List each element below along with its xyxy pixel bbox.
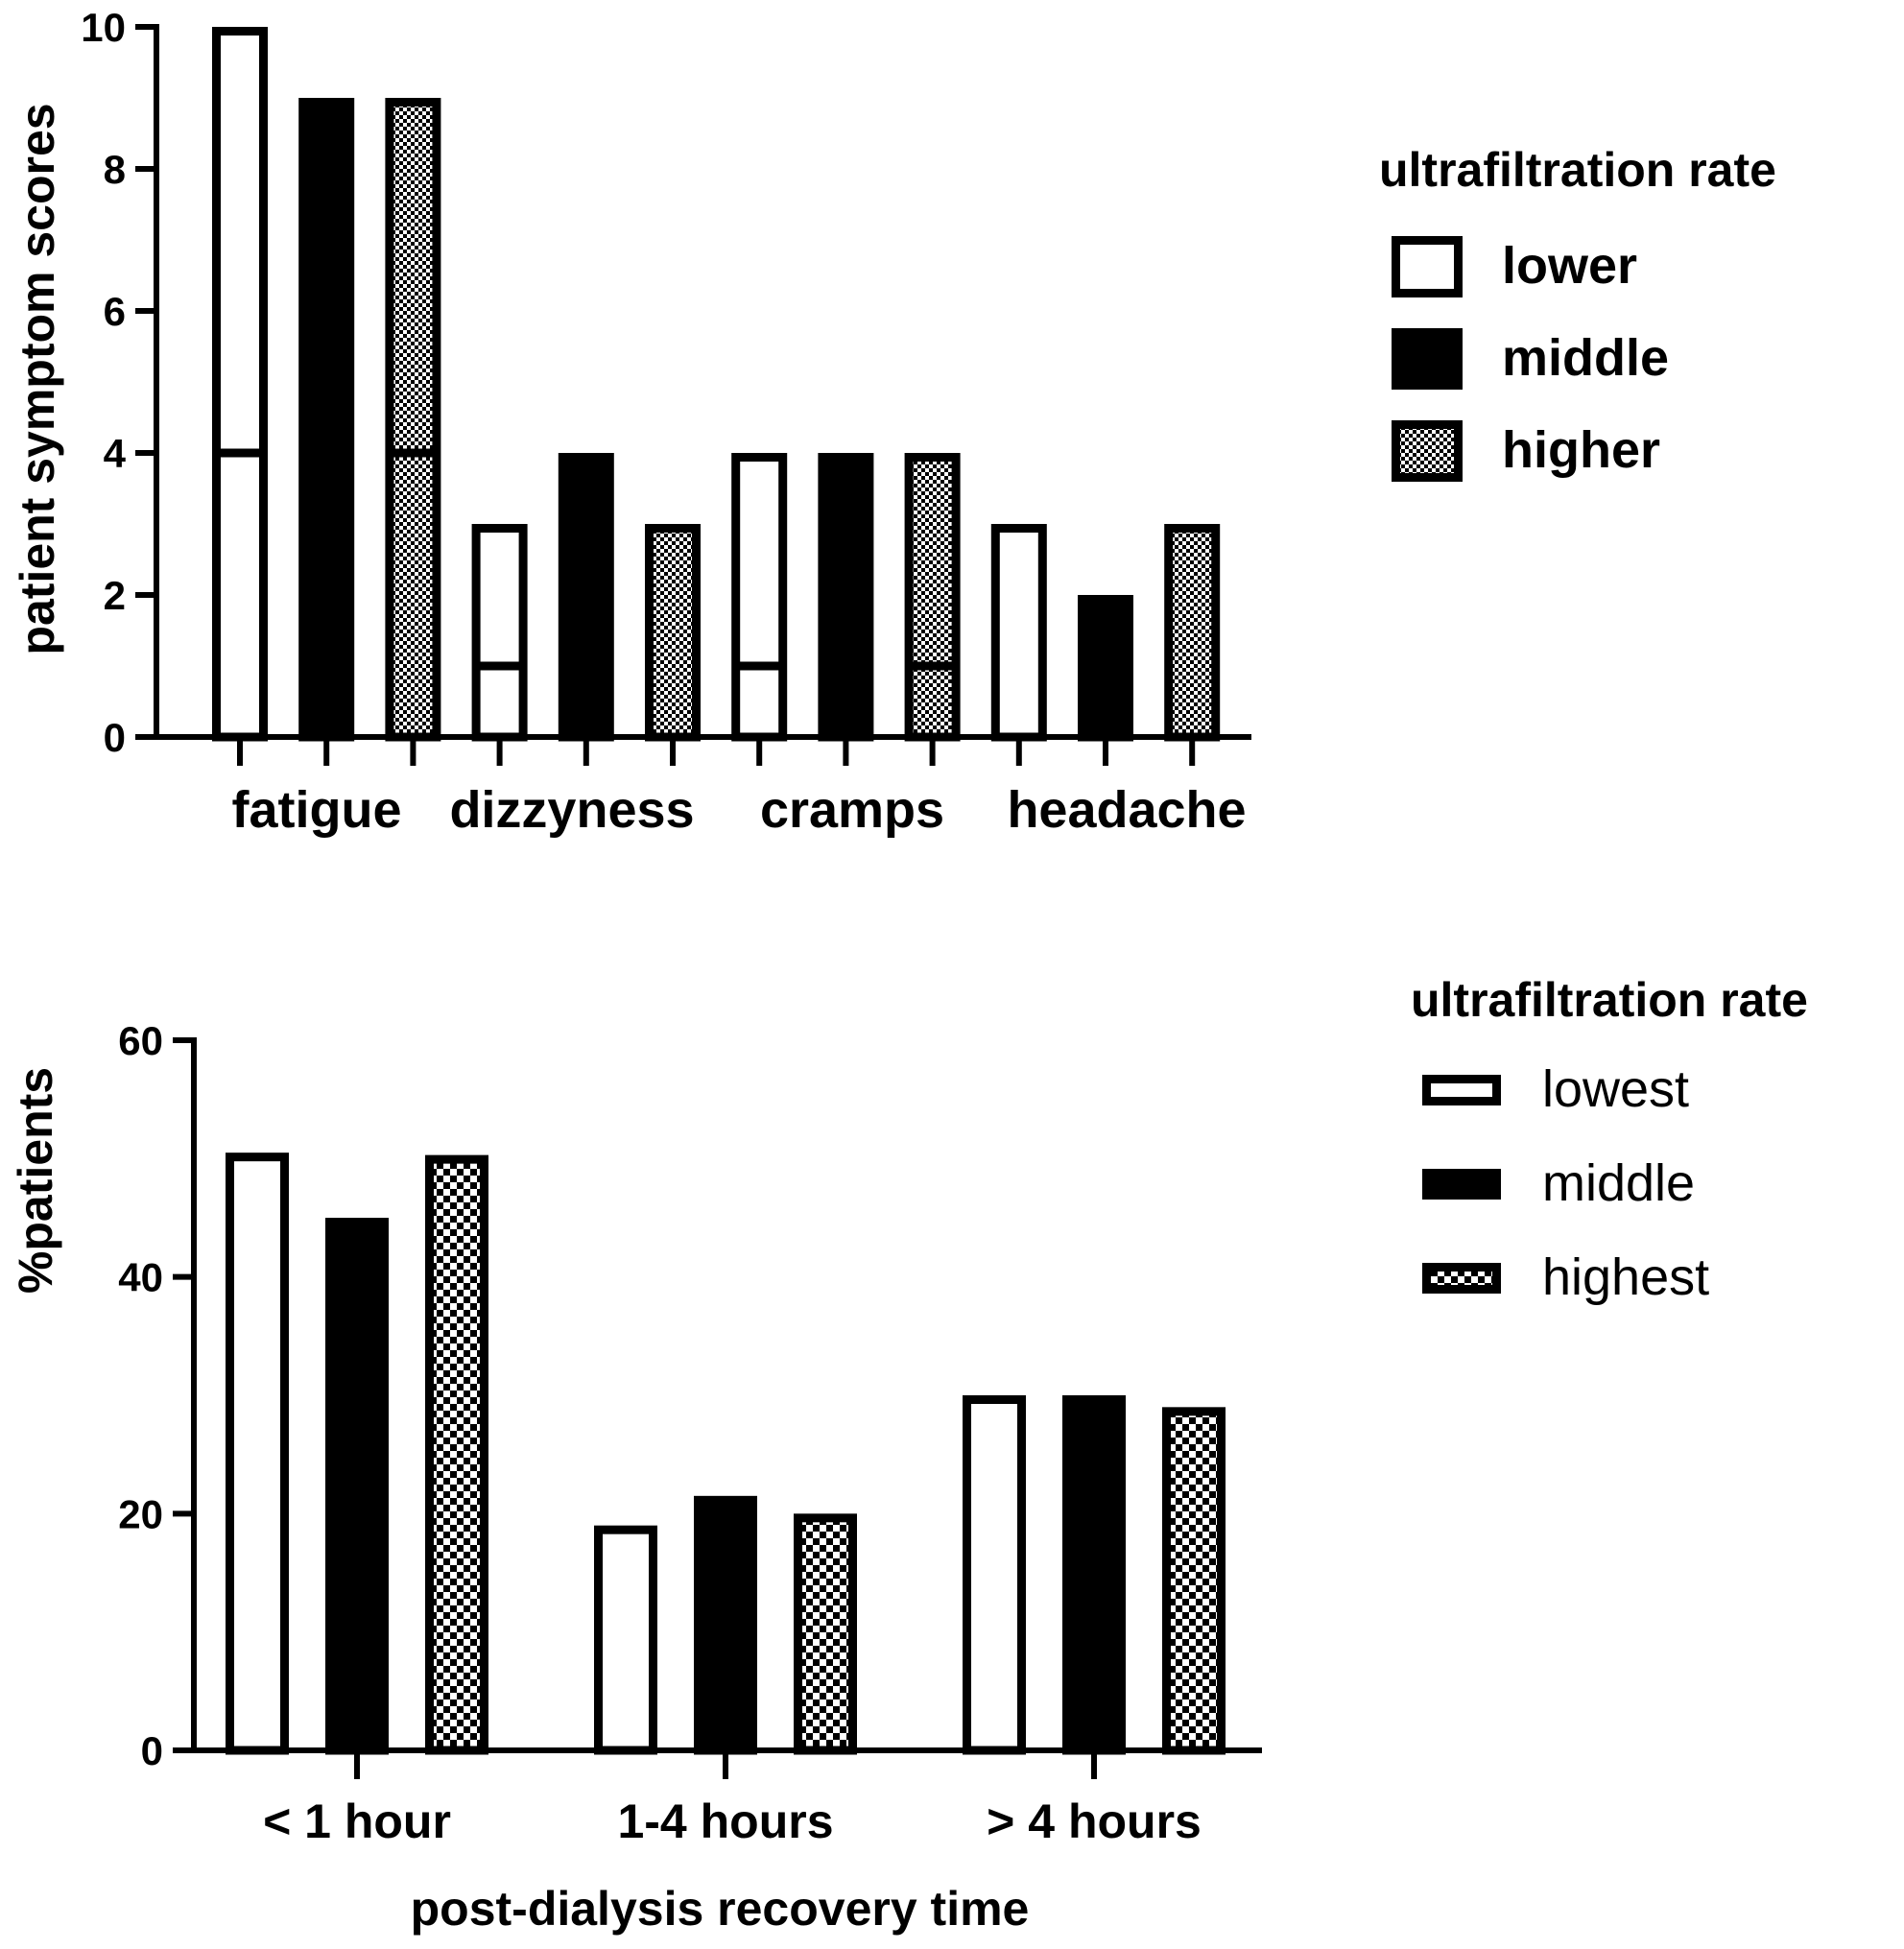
y-tick-label: 8 — [104, 147, 126, 192]
legend-label-higher: higher — [1502, 421, 1660, 479]
y-tick-label: 0 — [141, 1728, 163, 1773]
symptom-legend: ultrafiltration rate lower middle higher — [1379, 143, 1776, 482]
y-tick-label: 2 — [104, 573, 126, 618]
bar-fatigue-higher — [385, 98, 441, 742]
bar-1-hour-highest — [425, 1154, 488, 1755]
bar-1-4-hours-middle — [694, 1495, 757, 1755]
bar-4-hours-middle — [1062, 1395, 1126, 1755]
legend-swatch-highest — [1422, 1263, 1501, 1294]
bar-1-4-hours-highest — [794, 1513, 857, 1755]
bar-cramps-higher — [904, 453, 961, 742]
x-category-label: fatigue — [231, 781, 401, 839]
bar-headache-lower — [990, 524, 1047, 742]
y-tick-label: 20 — [118, 1491, 163, 1536]
bar-1-hour-middle — [325, 1218, 389, 1755]
legend-label-lowest: lowest — [1542, 1060, 1689, 1118]
legend-swatch-higher — [1392, 420, 1463, 482]
y-tick-label: 10 — [81, 5, 126, 50]
y-tick-label: 0 — [104, 715, 126, 760]
bar-4-hours-highest — [1162, 1407, 1226, 1755]
recovery-y-axis-title: %patients — [9, 1067, 62, 1294]
recovery-bars — [226, 1153, 1226, 1755]
x-category-label: dizzyness — [449, 781, 694, 839]
bar-dizzyness-higher — [645, 524, 701, 742]
recovery-y-axis: 0 20 40 60 — [118, 1018, 197, 1773]
legend-label-lower: lower — [1502, 237, 1637, 295]
legend-swatch-middle — [1392, 328, 1463, 390]
symptom-x-axis: fatigue dizzyness cramps headache — [154, 734, 1251, 839]
legend-label-highest: highest — [1542, 1248, 1709, 1306]
bar-cramps-lower — [731, 453, 788, 742]
x-category-label: < 1 hour — [263, 1795, 451, 1848]
x-category-label: cramps — [760, 781, 944, 839]
y-tick-label: 6 — [104, 289, 126, 334]
bar-headache-higher — [1164, 524, 1221, 742]
recovery-legend: ultrafiltration rate lowest middle highest — [1411, 973, 1808, 1306]
x-category-label: > 4 hours — [987, 1795, 1202, 1848]
bar-dizzyness-middle — [558, 453, 614, 742]
bar-cramps-middle — [818, 453, 874, 742]
recovery-x-axis-title: post-dialysis recovery time — [411, 1882, 1030, 1936]
bar-1-4-hours-lowest — [594, 1525, 657, 1755]
y-tick-label: 40 — [118, 1255, 163, 1300]
recovery-legend-title: ultrafiltration rate — [1411, 973, 1808, 1027]
legend-swatch-lowest — [1422, 1075, 1501, 1105]
bar-fatigue-lower — [212, 27, 268, 742]
y-tick-label: 4 — [104, 431, 127, 476]
bar-dizzyness-lower — [471, 524, 528, 742]
x-category-label: 1-4 hours — [617, 1795, 833, 1848]
symptom-y-axis-title: patient symptom scores — [11, 103, 64, 654]
bar-headache-middle — [1078, 595, 1133, 742]
symptom-chart: 0 2 4 6 8 10 fatigue dizzyness cramps headache p… — [11, 5, 1776, 839]
bar-1-hour-lowest — [226, 1153, 289, 1755]
bar-fatigue-middle — [298, 98, 355, 742]
symptom-bars — [212, 27, 1221, 742]
recovery-x-axis: < 1 hour 1-4 hours > 4 hours — [191, 1747, 1262, 1848]
legend-label-middle: middle — [1542, 1154, 1695, 1212]
bar-4-hours-lowest — [963, 1395, 1026, 1755]
symptom-legend-title: ultrafiltration rate — [1379, 143, 1776, 197]
legend-swatch-lower — [1392, 236, 1463, 297]
legend-label-middle: middle — [1502, 329, 1669, 387]
symptom-y-axis: 0 2 4 6 8 10 — [81, 5, 159, 760]
x-category-label: headache — [1007, 781, 1246, 839]
legend-swatch-middle — [1422, 1169, 1501, 1200]
recovery-chart: 0 20 40 60 < 1 hour 1-4 hours > 4 hours %pati… — [9, 973, 1808, 1936]
y-tick-label: 60 — [118, 1018, 163, 1063]
